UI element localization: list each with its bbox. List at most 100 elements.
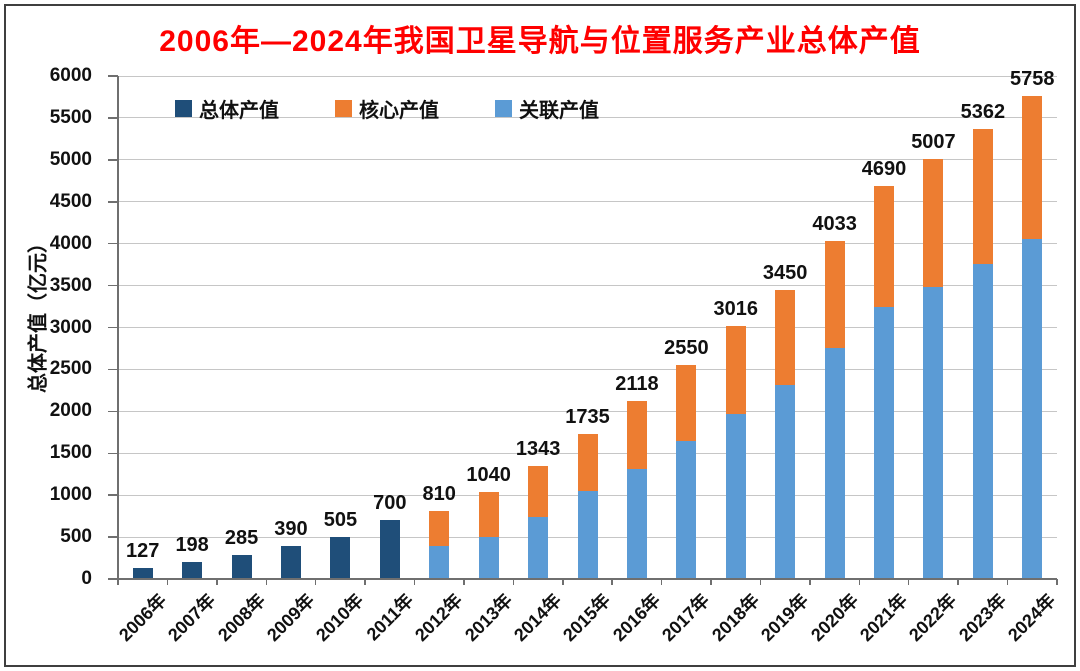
bar-value-label: 5007 [911,131,956,154]
bar-total [280,546,301,579]
legend-item-core: 核心产值 [335,94,439,123]
x-tick-label: 2010年 [312,590,368,646]
gridline [118,201,1057,203]
legend-label-core: 核心产值 [359,100,439,122]
bar-core [528,466,549,517]
x-tick [611,579,613,585]
legend-item-related: 关联产值 [495,94,599,123]
bar-related [874,306,895,579]
x-tick [957,579,959,585]
legend-swatch-total-icon [175,100,192,117]
bar-value-label: 285 [224,527,259,550]
y-tick-label: 1000 [49,484,92,506]
bar-related [775,385,796,579]
legend: 总体产值 核心产值 关联产值 [175,94,599,123]
x-tick [463,579,465,585]
bar-related [429,546,450,579]
x-tick-label: 2023年 [954,590,1011,646]
bar-value-label: 5362 [960,101,1006,124]
x-tick [166,579,169,585]
x-tick-label: 2007年 [164,590,220,646]
bar-value-label: 1343 [515,438,561,461]
x-tick-label: 2019年 [757,590,813,646]
bar-core [775,289,796,386]
y-axis-line [117,76,119,580]
bar-value-label: 3450 [762,261,808,284]
bar-total [132,568,153,579]
x-tick [858,579,861,585]
x-tick [216,579,218,585]
bar-core [874,185,895,307]
bar-core [429,511,450,547]
y-tick [108,159,118,161]
bar-value-label: 810 [422,483,456,506]
x-tick-label: 2014年 [510,590,566,646]
bar-related [577,490,598,579]
legend-label-total: 总体产值 [199,100,279,122]
bar-value-label: 3016 [713,298,759,321]
gridline [118,327,1057,328]
y-tick [108,201,118,203]
bar-core [725,326,746,414]
bar-total [330,536,351,579]
bar-related [676,440,697,579]
y-tick-label: 5000 [49,148,92,170]
bar-value-label: 2550 [664,337,709,360]
bar-core [972,129,993,264]
x-tick [907,579,910,585]
gridline [118,285,1057,287]
gridline [118,410,1057,412]
y-tick [108,242,118,245]
bar-core [478,491,499,538]
y-tick-label: 1500 [49,442,92,464]
legend-swatch-related-icon [495,100,512,117]
bar-value-label: 390 [274,518,308,541]
x-tick-label: 2008年 [213,590,269,646]
x-tick-label: 2011年 [362,590,417,645]
y-tick [108,326,118,329]
bar-related [528,516,549,579]
y-tick-label: 500 [60,526,92,548]
bar-core [824,240,845,348]
bar-related [923,287,944,579]
bar-related [626,469,647,579]
bar-value-label: 505 [323,508,358,531]
x-tick-label: 2016年 [608,590,665,646]
y-tick [108,284,118,287]
y-tick-label: 3500 [49,274,92,296]
x-tick-label: 2006年 [114,590,170,646]
bar-value-label: 1735 [565,405,610,428]
bar-value-label: 1040 [466,463,511,486]
x-tick [1056,579,1058,585]
y-tick-label: 4000 [49,232,92,254]
bar-total [231,555,252,579]
y-tick-label: 0 [81,568,92,589]
x-tick [117,579,119,585]
gridline [118,243,1057,245]
gridline [118,75,1057,77]
bar-core [626,401,647,470]
x-tick [265,579,267,585]
x-tick-label: 2015年 [559,590,615,646]
chart-title: 2006年—2024年我国卫星导航与位置服务产业总体产值 [159,25,921,58]
bar-total [182,562,203,579]
y-tick [108,75,118,77]
y-tick [108,452,118,454]
x-tick [562,579,564,585]
gridline [118,117,1057,119]
gridline [118,368,1057,370]
bar-related [725,413,746,579]
x-tick-label: 2017年 [658,590,714,646]
y-tick-label: 2000 [49,400,92,422]
bar-value-label: 2118 [615,373,659,396]
bar-core [577,433,598,491]
bar-total [379,520,400,579]
bar-related [1022,238,1043,579]
x-tick-label: 2009年 [262,590,319,646]
x-tick [759,579,762,585]
bar-core [676,365,697,441]
x-tick-label: 2018年 [707,590,763,646]
x-tick-label: 2022年 [905,590,961,646]
x-tick [413,579,416,585]
